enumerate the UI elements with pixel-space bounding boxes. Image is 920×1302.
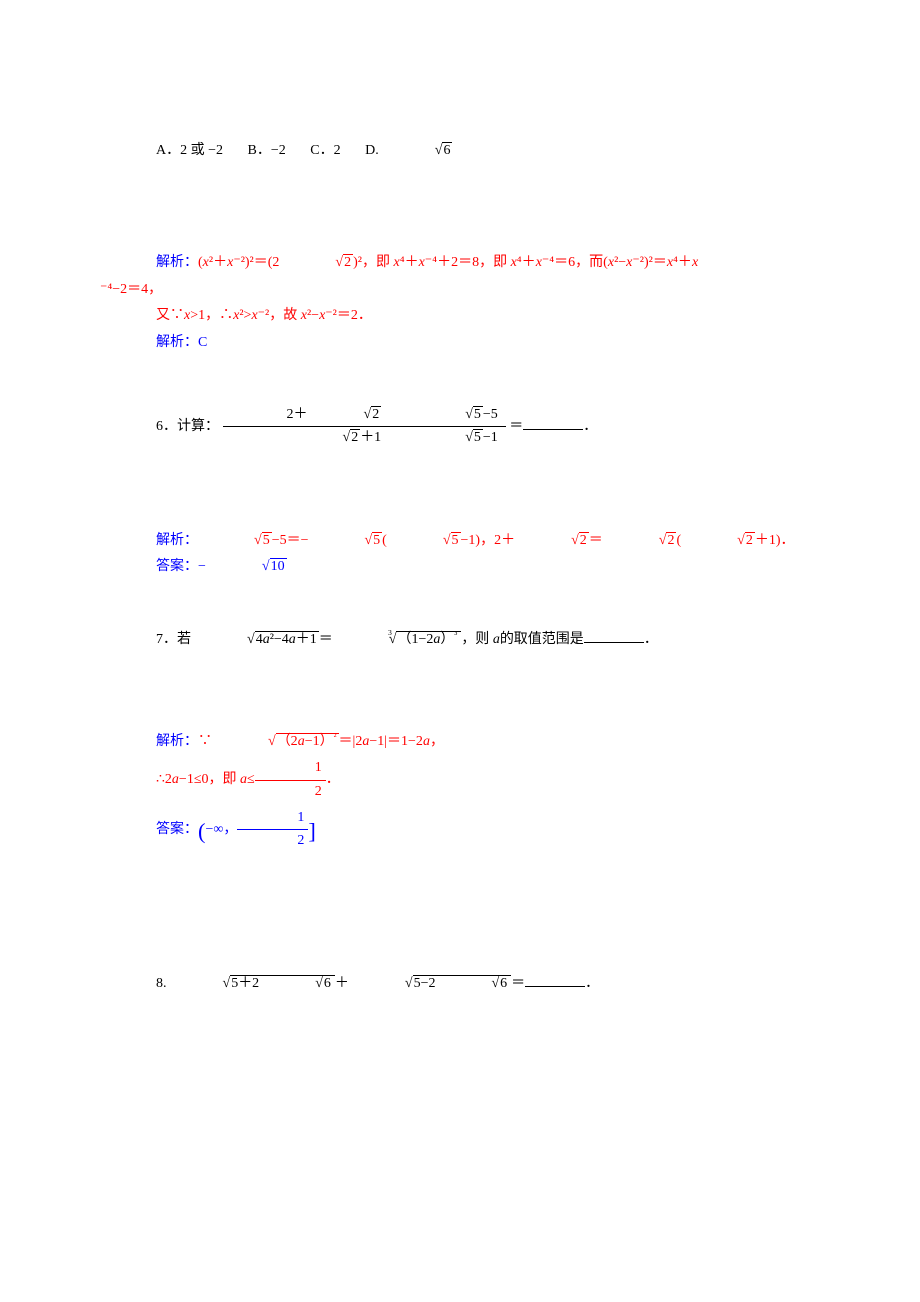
solution-6: 解析：5−5＝−5(5−1)，2＋2＝2(2＋1)． 答案：−10 [100, 530, 820, 579]
question-8: 8.5＋26＋5−26＝ ． [100, 973, 820, 995]
sol5-line2: ⁻⁴−2＝4， [100, 282, 162, 297]
question-6: 6．计算： 2＋25−5 2＋15−1 ＝． [100, 404, 820, 450]
q6-label: 6．计算： [156, 419, 219, 434]
sol7-prefix: 解析： [156, 734, 198, 749]
sqrt-icon: （2a−1）² [212, 731, 339, 753]
sqrt-icon: 2 [308, 404, 382, 426]
sqrt-icon: 6 [379, 140, 453, 162]
sqrt-icon: 2 [681, 530, 755, 552]
opt-B-text: −2 [271, 143, 286, 158]
sqrt-icon: 6 [259, 973, 333, 995]
sol5-line1: (x²＋x⁻²)²＝(22)²，即 x⁴＋x⁻⁴＋2＝8，即 x⁴＋x⁻⁴＝6，… [198, 255, 698, 270]
sqrt-icon: 5 [198, 530, 272, 552]
sqrt-icon: 5 [308, 530, 382, 552]
cuberoot-icon: 3（1−2a）³ [333, 629, 462, 651]
opt-C: C．2 [310, 143, 340, 158]
q6-fraction: 2＋25−5 2＋15−1 [223, 404, 506, 450]
sqrt-icon: 10 [206, 556, 287, 578]
q8-plus: ＋ [335, 976, 349, 991]
opt-A-text: 2 或 −2 [180, 143, 223, 158]
question-7: 7．若4a²−4a＋1＝3（1−2a）³，则 a的取值范围是 ． [100, 629, 820, 651]
q7-label: 7．若 [156, 632, 191, 647]
q7-var: a [493, 632, 500, 647]
sqrt-icon: 6 [435, 973, 509, 995]
sqrt-icon: 2 [279, 252, 353, 274]
sol7-line2: ∴2a−1≤0，即 a≤12． [100, 757, 820, 803]
sol6-body: 5−5＝−5(5−1)，2＋2＝2(2＋1)． [198, 533, 795, 548]
sqrt-icon: 5−26 [349, 973, 511, 995]
q6-eq: ＝ [509, 419, 523, 434]
sol7-answer: 答案：(−∞，12] [100, 807, 820, 853]
sqrt-icon: 5 [387, 530, 461, 552]
sol5-line3: 又∵x>1，∴x²>x⁻²，故 x²−x⁻²＝2． [100, 305, 820, 327]
q7-tail: 的取值范围是 [500, 632, 584, 647]
sol6-answer: 答案：−10 [100, 556, 820, 578]
q8-period: ． [585, 976, 599, 991]
opt-B: B．−2 [248, 143, 286, 158]
sol5-prefix: 解析： [156, 255, 198, 270]
sqrt-icon: 5 [409, 404, 483, 426]
q7-eq: ＝ [319, 632, 333, 647]
q6-period: ． [583, 419, 597, 434]
opt-C-text: 2 [334, 143, 341, 158]
sqrt-icon: 4a²−4a＋1 [191, 629, 319, 651]
opt-D-radicand: 6 [442, 142, 452, 158]
opt-D: D. 6 [365, 143, 452, 158]
sqrt-icon: 5＋26 [167, 973, 335, 995]
opt-C-label: C． [310, 143, 333, 158]
sol7-line1: ∵（2a−1）²＝|2a−1|＝1−2a， [198, 734, 444, 749]
blank-field [523, 418, 583, 430]
opt-A: A．2 或 −2 [156, 143, 223, 158]
solution-5: 解析：(x²＋x⁻²)²＝(22)²，即 x⁴＋x⁻⁴＋2＝8，即 x⁴＋x⁻⁴… [100, 252, 820, 354]
q7-after: ，则 [461, 632, 493, 647]
opt-D-label: D. [365, 143, 379, 158]
q7-period: ． [644, 632, 658, 647]
sol6-prefix: 解析： [156, 533, 198, 548]
sqrt-icon: 2 [603, 530, 677, 552]
q8-label: 8. [156, 976, 167, 991]
sol5-answer: 解析：C [100, 332, 820, 354]
sqrt-icon: 5 [409, 427, 483, 449]
blank-field [584, 630, 644, 642]
opt-A-label: A． [156, 143, 180, 158]
blank-field [525, 975, 585, 987]
q8-eq: ＝ [511, 976, 525, 991]
opt-B-label: B． [248, 143, 271, 158]
sqrt-icon: 2 [515, 530, 589, 552]
sqrt-icon: 2 [287, 427, 361, 449]
q5-options: A．2 或 −2 B．−2 C．2 D. 6 [100, 140, 820, 162]
solution-7: 解析：∵（2a−1）²＝|2a−1|＝1−2a， ∴2a−1≤0，即 a≤12．… [100, 731, 820, 853]
